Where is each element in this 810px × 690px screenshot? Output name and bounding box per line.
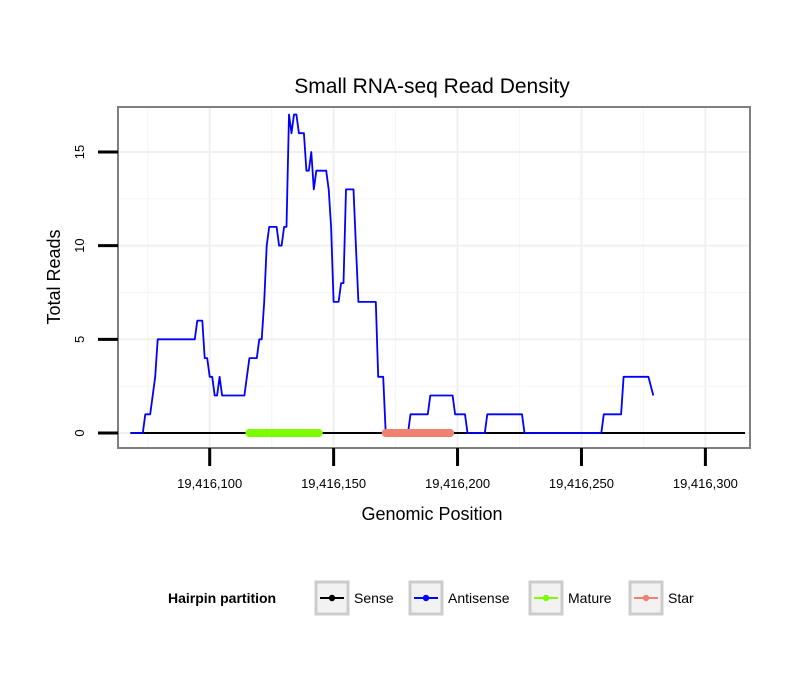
x-tick-label: 19,416,300 [673, 476, 738, 491]
chart-title: Small RNA-seq Read Density [294, 75, 570, 98]
y-tick-label: 0 [72, 429, 87, 436]
legend-title: Hairpin partition [168, 590, 276, 606]
y-axis-title: Total Reads [44, 229, 64, 324]
legend-label: Sense [354, 590, 394, 606]
y-tick-label: 5 [72, 336, 87, 343]
x-tick-label: 19,416,250 [549, 476, 614, 491]
legend-key-point [422, 594, 430, 602]
legend-key-point [642, 594, 650, 602]
x-tick-label: 19,416,200 [425, 476, 490, 491]
x-axis: 19,416,100 19,416,150 19,416,200 19,416,250… [177, 448, 738, 491]
legend-label: Antisense [448, 590, 510, 606]
x-axis-title: Genomic Position [361, 504, 502, 524]
x-tick-label: 19,416,100 [177, 476, 242, 491]
plot-panel [118, 107, 750, 448]
plot-border [117, 106, 751, 449]
legend-key-point [542, 594, 550, 602]
legend-label: Mature [568, 590, 612, 606]
x-tick-label: 19,416,150 [301, 476, 366, 491]
y-tick-label: 15 [72, 145, 87, 159]
legend: Hairpin partition Sense Antisense Mature St… [168, 580, 694, 616]
legend-label: Star [668, 590, 694, 606]
series-antisense-line [130, 113, 655, 434]
y-axis: 0 5 10 15 [72, 145, 118, 437]
series-layer [130, 113, 745, 437]
y-tick-label: 10 [72, 238, 87, 252]
legend-key-point [328, 594, 336, 602]
